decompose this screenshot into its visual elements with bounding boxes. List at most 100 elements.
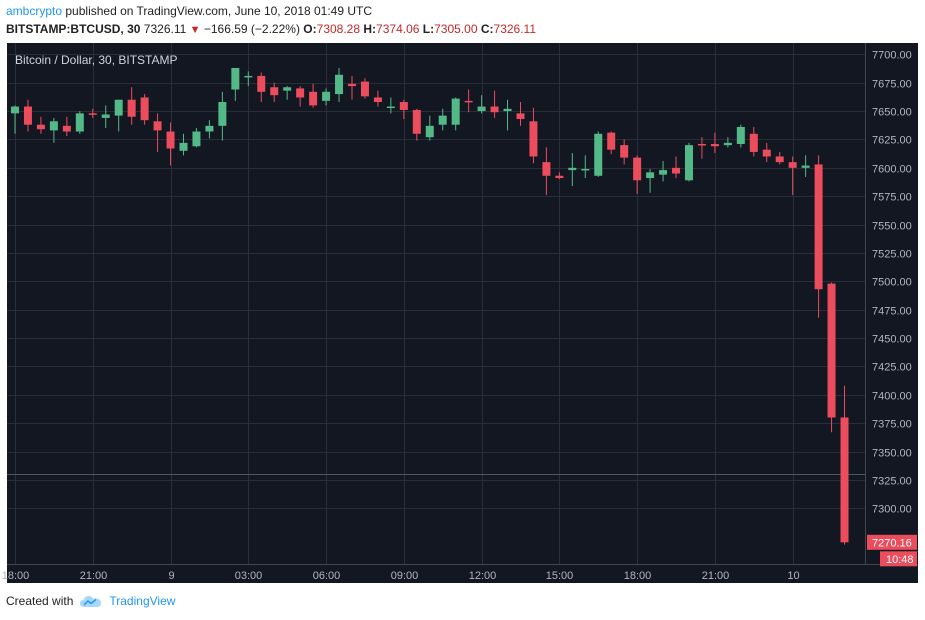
time-axis[interactable] bbox=[7, 565, 918, 583]
plot-background[interactable] bbox=[7, 43, 865, 565]
candle-up bbox=[801, 155, 810, 177]
candle-down bbox=[360, 78, 369, 99]
candle-body bbox=[244, 75, 253, 78]
candle-body bbox=[503, 108, 512, 112]
candle-up bbox=[192, 128, 201, 148]
countdown-badge bbox=[880, 551, 917, 567]
candle-down bbox=[36, 116, 45, 134]
author-link[interactable]: ambcrypto bbox=[6, 4, 63, 18]
candle-body bbox=[762, 149, 771, 157]
candle-up bbox=[244, 71, 253, 87]
candle-down bbox=[127, 87, 136, 125]
candle-down bbox=[607, 131, 616, 155]
candle-down bbox=[257, 72, 266, 103]
candle-body bbox=[270, 87, 279, 96]
candle-body bbox=[309, 91, 318, 106]
candle-body bbox=[231, 67, 240, 90]
candle-body bbox=[607, 132, 616, 150]
candle-up bbox=[503, 99, 512, 131]
candle-down bbox=[166, 122, 175, 166]
candle-down bbox=[788, 156, 797, 196]
price-tick-label: 7325.00 bbox=[872, 476, 912, 488]
candle-body bbox=[568, 167, 577, 171]
candle-body bbox=[399, 102, 408, 110]
candle-body bbox=[840, 417, 849, 543]
time-tick-label: 09:00 bbox=[391, 570, 419, 582]
candle-body bbox=[710, 143, 719, 147]
candle-down bbox=[555, 172, 564, 180]
time-tick-label: 21:00 bbox=[80, 570, 108, 582]
candle-body bbox=[373, 97, 382, 103]
price-tick-label: 7500.00 bbox=[872, 277, 912, 289]
candle-body bbox=[659, 170, 668, 175]
candle-body bbox=[516, 113, 525, 120]
time-tick-label: 18:00 bbox=[624, 570, 652, 582]
time-tick-label: 21:00 bbox=[702, 570, 730, 582]
time-tick-label: 06:00 bbox=[313, 570, 341, 582]
price-axis[interactable] bbox=[865, 43, 918, 565]
candle-body bbox=[788, 162, 797, 168]
candle-body bbox=[438, 115, 447, 125]
price-tick-label: 7625.00 bbox=[872, 135, 912, 147]
candle-body bbox=[490, 106, 499, 113]
candle-body bbox=[49, 121, 58, 131]
candle-down bbox=[490, 90, 499, 118]
price-tick-label: 7600.00 bbox=[872, 164, 912, 176]
high-label: H: bbox=[363, 22, 377, 36]
price-tick-labels: 7300.00 7325.00 7350.00 7375.00 7400.00 7425.… bbox=[872, 50, 912, 516]
candle-up bbox=[283, 86, 292, 100]
candle-body bbox=[451, 98, 460, 125]
candle-up bbox=[101, 105, 110, 129]
candle-body bbox=[697, 143, 706, 146]
price-tick-label: 7525.00 bbox=[872, 249, 912, 261]
created-with-text: Created with bbox=[6, 594, 74, 608]
candle-down bbox=[827, 282, 836, 433]
candle-body bbox=[477, 106, 486, 112]
candle-down bbox=[775, 151, 784, 165]
candle-body bbox=[594, 133, 603, 176]
candle-body bbox=[62, 125, 71, 132]
candle-body bbox=[153, 121, 162, 131]
current-price-tag: 7270.16 10:48 bbox=[867, 534, 917, 567]
candle-body bbox=[425, 125, 434, 138]
candle-down bbox=[633, 155, 642, 194]
footer: Created with TradingView bbox=[6, 594, 175, 608]
candles bbox=[11, 67, 849, 545]
candle-body bbox=[205, 125, 214, 132]
candle-down bbox=[749, 126, 758, 157]
candle-up bbox=[49, 117, 58, 143]
price-tick-label: 7350.00 bbox=[872, 448, 912, 460]
price-tick-label: 7450.00 bbox=[872, 334, 912, 346]
candle-down bbox=[620, 139, 629, 165]
tradingview-link[interactable]: TradingView bbox=[109, 594, 176, 608]
candle-body bbox=[620, 145, 629, 158]
candle-body bbox=[11, 106, 19, 114]
grid-lines bbox=[7, 43, 865, 565]
candle-body bbox=[140, 97, 149, 121]
candle-down bbox=[88, 108, 97, 118]
candle-up bbox=[646, 168, 655, 193]
candle-up bbox=[659, 161, 668, 182]
countdown-label: 10:48 bbox=[886, 554, 914, 566]
candle-body bbox=[386, 106, 395, 109]
candle-body bbox=[633, 157, 642, 181]
candle-down bbox=[710, 132, 719, 154]
candle-body bbox=[542, 162, 551, 176]
candle-down bbox=[23, 99, 32, 132]
price-tick-label: 7650.00 bbox=[872, 107, 912, 119]
candle-up bbox=[581, 155, 590, 179]
candle-body bbox=[827, 283, 836, 418]
candle-down bbox=[373, 90, 382, 107]
candle-down bbox=[814, 155, 823, 318]
candle-body bbox=[36, 124, 45, 130]
high-value: 7374.06 bbox=[376, 22, 420, 36]
candle-body bbox=[23, 106, 32, 125]
candle-body bbox=[672, 167, 681, 174]
candle-up bbox=[179, 133, 188, 156]
candle-down bbox=[399, 99, 408, 120]
candle-body bbox=[529, 121, 538, 157]
candle-up bbox=[114, 99, 123, 132]
candle-body bbox=[101, 114, 110, 118]
candle-up bbox=[684, 142, 693, 182]
